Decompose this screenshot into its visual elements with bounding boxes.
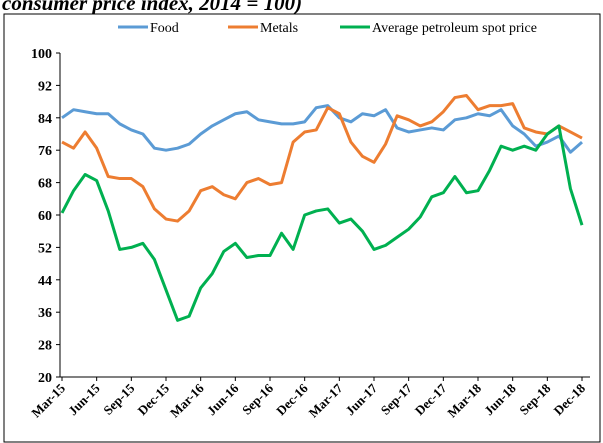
x-tick-label: Dec-18 <box>550 380 588 418</box>
y-tick-label: 100 <box>31 47 52 62</box>
x-tick-label: Mar-17 <box>306 380 346 420</box>
x-tick-label: Jun-17 <box>342 380 380 418</box>
x-tick-label: Sep-18 <box>516 380 554 418</box>
y-tick-label: 92 <box>38 79 52 94</box>
line-series <box>61 94 583 223</box>
y-tick-label: 52 <box>38 241 52 256</box>
legend-label: Food <box>150 21 179 36</box>
x-tick-label: Mar-15 <box>28 380 68 420</box>
x-tick-label: Dec-17 <box>412 380 450 418</box>
x-tick-label: Sep-16 <box>239 380 277 418</box>
legend-label: Average petroleum spot price <box>372 21 537 36</box>
y-tick-label: 28 <box>38 339 52 354</box>
y-tick-label: 20 <box>38 371 52 386</box>
x-tick-label: Jun-16 <box>204 380 242 418</box>
y-tick-label: 76 <box>38 144 52 159</box>
x-tick-label: Jun-18 <box>481 380 519 418</box>
y-tick-label: 36 <box>38 306 52 321</box>
y-tick-label: 44 <box>38 274 52 289</box>
chart-title: consumer price index, 2014 = 100) <box>2 0 302 15</box>
y-tick-label: 84 <box>38 112 52 127</box>
x-tick-label: Jun-15 <box>65 380 103 418</box>
x-tick-label: Dec-16 <box>273 380 311 418</box>
x-tick-label: Mar-16 <box>167 380 207 420</box>
y-tick-label: 60 <box>38 209 52 224</box>
x-tick-label: Sep-15 <box>100 380 138 418</box>
chart-border <box>3 13 601 443</box>
x-tick-label: Mar-18 <box>444 380 484 420</box>
y-tick-label: 68 <box>38 177 52 192</box>
x-tick-label: Sep-17 <box>378 380 416 418</box>
line-series <box>60 124 584 322</box>
line-series <box>61 104 583 154</box>
x-tick-label: Dec-15 <box>134 380 172 418</box>
legend-label: Metals <box>260 21 298 36</box>
